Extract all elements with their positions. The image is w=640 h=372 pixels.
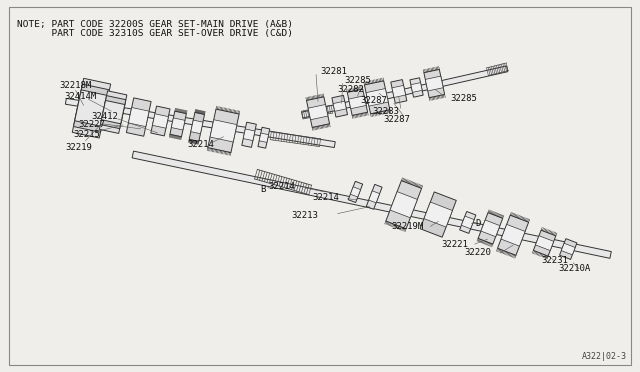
Text: 32285: 32285 <box>344 76 371 85</box>
Text: 32283: 32283 <box>372 107 399 116</box>
Text: D: D <box>476 219 481 228</box>
Polygon shape <box>75 90 108 126</box>
Polygon shape <box>332 95 348 117</box>
Polygon shape <box>349 96 366 109</box>
Polygon shape <box>333 101 346 111</box>
Polygon shape <box>411 83 422 92</box>
Polygon shape <box>99 91 127 134</box>
Text: NOTE; PART CODE 32200S GEAR SET-MAIN DRIVE (A&B): NOTE; PART CODE 32200S GEAR SET-MAIN DRI… <box>17 19 292 29</box>
Text: 32231: 32231 <box>541 256 568 265</box>
Polygon shape <box>308 105 328 120</box>
Polygon shape <box>189 112 205 141</box>
Text: B: B <box>260 185 266 195</box>
Text: 32214: 32214 <box>313 193 340 202</box>
Polygon shape <box>559 239 577 259</box>
Polygon shape <box>460 212 476 233</box>
Polygon shape <box>126 98 151 136</box>
Polygon shape <box>369 191 380 203</box>
Text: 32412: 32412 <box>92 112 118 121</box>
Polygon shape <box>461 216 474 229</box>
Polygon shape <box>364 81 390 114</box>
Text: 32220: 32220 <box>465 248 492 257</box>
Polygon shape <box>132 151 611 258</box>
Polygon shape <box>426 76 444 91</box>
Text: 32219M: 32219M <box>391 222 424 231</box>
Polygon shape <box>392 86 406 97</box>
Polygon shape <box>259 133 269 142</box>
Text: A322|02-3: A322|02-3 <box>582 352 627 361</box>
Polygon shape <box>424 202 452 227</box>
Polygon shape <box>350 187 360 197</box>
Polygon shape <box>72 78 111 138</box>
Polygon shape <box>420 192 456 237</box>
Polygon shape <box>561 243 575 255</box>
Polygon shape <box>301 66 508 118</box>
Polygon shape <box>170 111 186 137</box>
Polygon shape <box>102 100 125 124</box>
Polygon shape <box>386 180 422 229</box>
Polygon shape <box>210 120 237 142</box>
Polygon shape <box>391 80 407 103</box>
Polygon shape <box>129 108 149 126</box>
Text: 32281: 32281 <box>320 67 347 76</box>
Text: 32214: 32214 <box>187 140 214 149</box>
Text: 32285: 32285 <box>450 94 477 103</box>
Polygon shape <box>410 78 423 97</box>
Polygon shape <box>501 224 525 246</box>
Text: 32213: 32213 <box>291 211 318 220</box>
Polygon shape <box>536 236 554 251</box>
Text: 32214: 32214 <box>269 183 296 192</box>
Polygon shape <box>208 109 239 153</box>
Polygon shape <box>74 84 109 132</box>
Text: 32227: 32227 <box>79 121 106 129</box>
Text: 32287: 32287 <box>384 115 411 124</box>
Polygon shape <box>481 220 500 237</box>
Polygon shape <box>533 230 556 256</box>
Text: 32282: 32282 <box>337 85 364 94</box>
Polygon shape <box>100 96 126 129</box>
Text: 32219: 32219 <box>66 143 93 152</box>
Polygon shape <box>497 215 529 255</box>
Polygon shape <box>152 114 168 128</box>
Polygon shape <box>348 89 367 115</box>
Text: 32210A: 32210A <box>559 264 591 273</box>
Polygon shape <box>348 181 363 202</box>
Text: 32221: 32221 <box>441 240 468 248</box>
Text: 32218M: 32218M <box>59 81 92 90</box>
Text: PART CODE 32310S GEAR SET-OVER DRIVE (C&D): PART CODE 32310S GEAR SET-OVER DRIVE (C&… <box>17 29 292 38</box>
Polygon shape <box>65 98 335 148</box>
Polygon shape <box>307 97 330 128</box>
Text: 32215: 32215 <box>74 130 100 139</box>
Polygon shape <box>478 213 502 244</box>
Polygon shape <box>242 122 257 147</box>
Polygon shape <box>243 129 255 141</box>
Polygon shape <box>366 185 382 209</box>
Polygon shape <box>366 89 388 106</box>
Polygon shape <box>390 192 417 218</box>
Polygon shape <box>424 70 445 98</box>
Polygon shape <box>258 127 269 148</box>
Text: 32287: 32287 <box>360 96 387 105</box>
Polygon shape <box>151 106 170 136</box>
Polygon shape <box>172 118 185 130</box>
Polygon shape <box>191 120 203 134</box>
Text: 32414M: 32414M <box>64 92 96 101</box>
